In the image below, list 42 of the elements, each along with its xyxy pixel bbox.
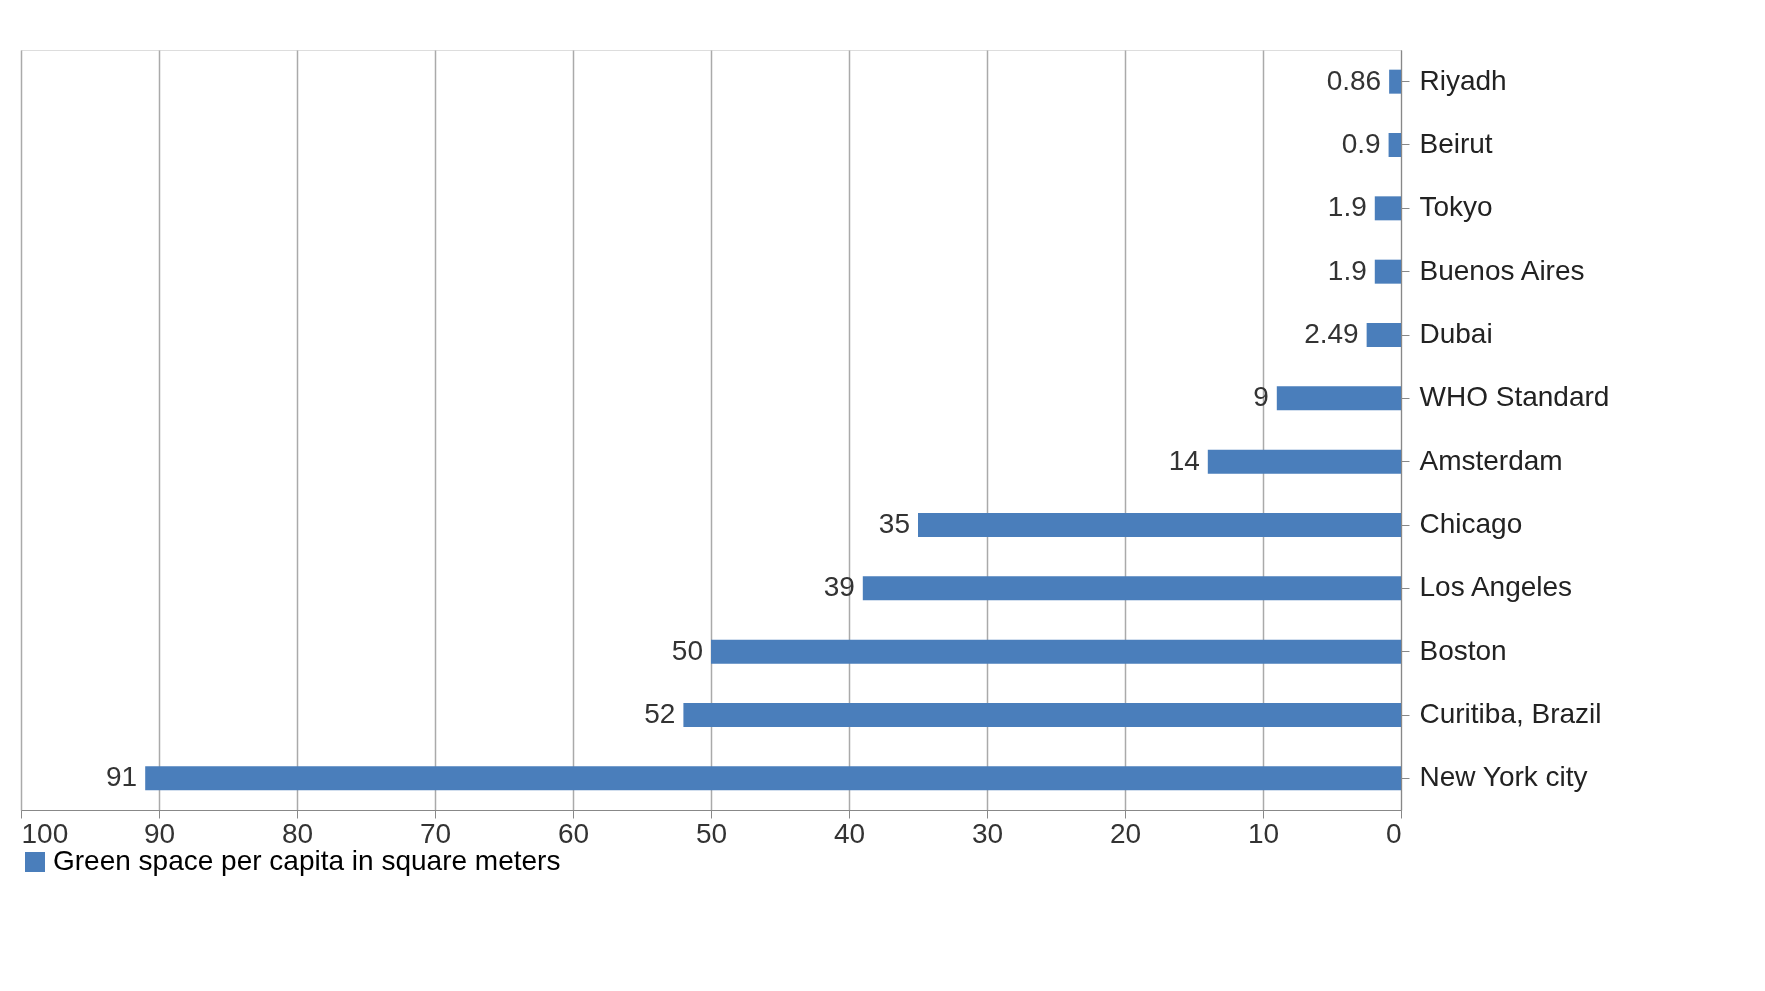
bar bbox=[862, 576, 1401, 601]
data-label: 50 bbox=[671, 634, 703, 666]
data-label: 91 bbox=[106, 761, 138, 793]
y-tick-label: Riyadh bbox=[1419, 64, 1507, 96]
y-tick-label: Buenos Aires bbox=[1419, 254, 1585, 286]
x-tick-label: 30 bbox=[971, 817, 1004, 849]
y-tick-label: Beirut bbox=[1419, 128, 1493, 159]
y-tick-label: Tokyo bbox=[1419, 191, 1493, 223]
data-label: 14 bbox=[1168, 444, 1200, 476]
x-tick-label: 10 bbox=[1247, 817, 1280, 849]
y-tick-label: Boston bbox=[1419, 634, 1507, 666]
x-tick-label: 50 bbox=[695, 817, 728, 849]
x-tick-label: 0 bbox=[1385, 817, 1402, 849]
data-label: 1.9 bbox=[1327, 254, 1367, 286]
bar bbox=[1276, 386, 1401, 411]
y-tick-label: Curitiba, Brazil bbox=[1419, 698, 1602, 729]
data-label: 2.49 bbox=[1304, 318, 1359, 349]
bar bbox=[145, 766, 1401, 791]
y-tick-label: Dubai bbox=[1419, 318, 1493, 349]
data-label: 0.86 bbox=[1326, 64, 1382, 96]
bar bbox=[1389, 69, 1401, 94]
bar bbox=[1366, 323, 1401, 347]
y-tick-label: WHO Standard bbox=[1419, 381, 1610, 413]
bar bbox=[1374, 259, 1401, 284]
bar bbox=[683, 703, 1401, 727]
data-label: 9 bbox=[1253, 381, 1269, 413]
bar bbox=[1207, 449, 1401, 474]
bar bbox=[1388, 133, 1401, 157]
data-label: 52 bbox=[644, 698, 676, 729]
data-label: 0.9 bbox=[1341, 128, 1381, 159]
y-tick-label: Chicago bbox=[1419, 508, 1523, 539]
bar bbox=[1374, 196, 1401, 221]
y-tick-label: Amsterdam bbox=[1419, 444, 1563, 476]
data-label: 1.9 bbox=[1327, 191, 1367, 223]
bar bbox=[918, 513, 1401, 537]
data-label: 39 bbox=[823, 571, 855, 603]
data-label: 35 bbox=[878, 508, 910, 539]
x-tick-label: 20 bbox=[1109, 817, 1142, 849]
y-tick-label: Los Angeles bbox=[1419, 571, 1573, 603]
bar bbox=[711, 639, 1401, 664]
x-tick-label: 40 bbox=[833, 817, 866, 849]
y-tick-label: New York city bbox=[1419, 761, 1588, 793]
